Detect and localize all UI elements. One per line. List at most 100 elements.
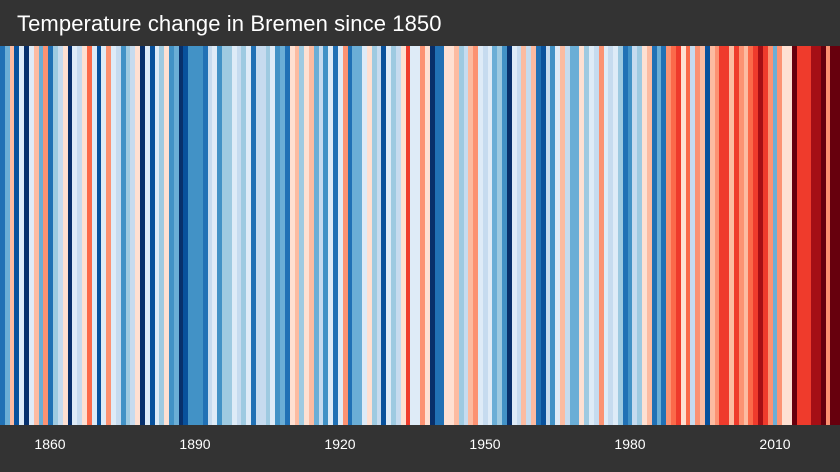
stripe-1894 [212, 46, 218, 425]
stripe-2023 [835, 46, 840, 425]
stripe-1991 [680, 46, 686, 425]
stripe-1853 [14, 46, 20, 425]
stripe-2002 [733, 46, 739, 425]
chart-title: Temperature change in Bremen since 1850 [17, 11, 442, 36]
stripe-1884 [164, 46, 169, 425]
stripe-1891 [197, 46, 203, 425]
stripe-1883 [159, 46, 165, 425]
stripe-1872 [106, 46, 112, 425]
stripe-1905 [265, 46, 271, 425]
x-tick-label: 1980 [614, 436, 646, 452]
stripe-1958 [521, 46, 527, 425]
stripe-1863 [62, 46, 68, 425]
stripe-1969 [574, 46, 580, 425]
stripe-1966 [560, 46, 565, 425]
stripe-1953 [497, 46, 503, 425]
stripe-2016 [801, 46, 807, 425]
stripe-1981 [632, 46, 638, 425]
stripe-2018 [811, 46, 816, 425]
stripe-1986 [656, 46, 662, 425]
stripe-1895 [217, 46, 223, 425]
stripe-1957 [516, 46, 522, 425]
stripe-1865 [72, 46, 78, 425]
title-bar: Temperature change in Bremen since 1850 [0, 0, 840, 46]
stripe-1962 [540, 46, 546, 425]
stripe-2017 [806, 46, 812, 425]
stripe-1893 [207, 46, 213, 425]
stripe-1951 [487, 46, 493, 425]
x-tick-label: 1890 [179, 436, 211, 452]
stripe-1977 [613, 46, 618, 425]
stripe-1935 [410, 46, 416, 425]
stripe-1954 [502, 46, 507, 425]
x-axis: 1860 1890 1920 1950 1980 2010 [0, 425, 840, 472]
stripe-1903 [255, 46, 261, 425]
stripe-1956 [511, 46, 517, 425]
stripe-1904 [260, 46, 266, 425]
stripe-1871 [101, 46, 107, 425]
stripe-1879 [140, 46, 145, 425]
stripe-1990 [675, 46, 681, 425]
stripe-2012 [782, 46, 787, 425]
stripe-1877 [130, 46, 136, 425]
stripe-1919 [333, 46, 338, 425]
stripe-1866 [77, 46, 83, 425]
stripe-1925 [362, 46, 367, 425]
stripe-2014 [791, 46, 797, 425]
stripe-1906 [270, 46, 276, 425]
stripe-1973 [593, 46, 599, 425]
stripe-1873 [111, 46, 116, 425]
stripe-1880 [144, 46, 150, 425]
stripe-1979 [622, 46, 628, 425]
stripe-2008 [762, 46, 768, 425]
stripe-1850 [0, 46, 5, 425]
stripe-1934 [405, 46, 411, 425]
stripe-1955 [506, 46, 512, 425]
stripe-1852 [9, 46, 15, 425]
stripe-1890 [193, 46, 198, 425]
stripe-2006 [753, 46, 759, 425]
stripe-1960 [531, 46, 536, 425]
stripe-1994 [695, 46, 701, 425]
stripe-1920 [337, 46, 343, 425]
stripe-1900 [241, 46, 247, 425]
stripe-1902 [251, 46, 256, 425]
stripe-1947 [468, 46, 474, 425]
stripe-1914 [309, 46, 314, 425]
stripe-1911 [294, 46, 300, 425]
stripe-1949 [477, 46, 483, 425]
stripe-1948 [473, 46, 478, 425]
stripe-2009 [767, 46, 773, 425]
stripe-1851 [4, 46, 10, 425]
stripe-1916 [318, 46, 324, 425]
stripe-1964 [550, 46, 556, 425]
stripe-2020 [820, 46, 826, 425]
stripe-1875 [120, 46, 126, 425]
stripe-1857 [33, 46, 39, 425]
stripe-1996 [704, 46, 710, 425]
stripe-1945 [458, 46, 464, 425]
stripe-1963 [545, 46, 551, 425]
stripe-1980 [627, 46, 633, 425]
stripe-1931 [391, 46, 396, 425]
stripe-2013 [786, 46, 792, 425]
stripe-1913 [304, 46, 309, 425]
stripe-1912 [299, 46, 305, 425]
stripe-1993 [690, 46, 696, 425]
stripe-1938 [424, 46, 430, 425]
stripe-1930 [386, 46, 392, 425]
stripe-1928 [376, 46, 382, 425]
stripe-1886 [173, 46, 179, 425]
stripe-1878 [135, 46, 141, 425]
stripe-2004 [743, 46, 749, 425]
stripe-1927 [371, 46, 377, 425]
stripe-1862 [57, 46, 63, 425]
stripe-1896 [222, 46, 227, 425]
stripe-2001 [729, 46, 734, 425]
stripe-1889 [188, 46, 194, 425]
stripe-1983 [642, 46, 647, 425]
stripe-1915 [313, 46, 319, 425]
stripe-1967 [564, 46, 570, 425]
stripe-1961 [535, 46, 541, 425]
stripe-1868 [86, 46, 92, 425]
